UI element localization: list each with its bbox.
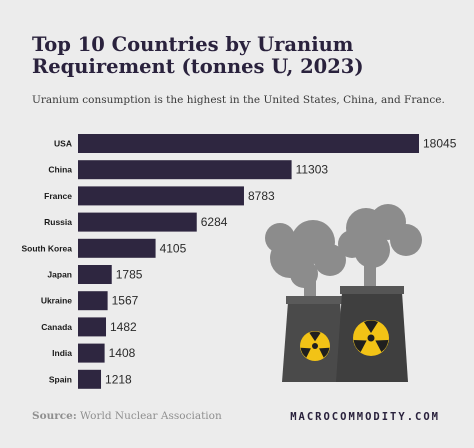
bar bbox=[78, 265, 112, 284]
source-text: World Nuclear Association bbox=[80, 410, 222, 422]
category-label: USA bbox=[54, 139, 72, 149]
bar bbox=[78, 160, 292, 180]
value-label: 1408 bbox=[109, 346, 136, 360]
category-label: Japan bbox=[47, 270, 72, 280]
radiation-icon bbox=[353, 320, 389, 356]
value-label: 1785 bbox=[116, 268, 143, 282]
source-label: Source: bbox=[32, 410, 77, 422]
brand-link[interactable]: MACROCOMMODITY.COM bbox=[290, 411, 440, 423]
bar bbox=[78, 238, 156, 258]
bar-chart: USA 18045 China 11303 France 8783 Russia 6284 So… bbox=[21, 134, 457, 389]
bar bbox=[78, 212, 197, 232]
bar bbox=[78, 369, 102, 389]
radiation-icon bbox=[300, 331, 330, 361]
category-label: France bbox=[44, 191, 72, 201]
bar bbox=[78, 343, 105, 363]
chart-subtitle: Uranium consumption is the highest in th… bbox=[32, 94, 445, 106]
bar bbox=[78, 317, 107, 337]
value-label: 6284 bbox=[201, 215, 228, 229]
smoke-icon bbox=[265, 204, 422, 300]
category-label: Spain bbox=[49, 374, 72, 384]
bar bbox=[78, 186, 244, 206]
category-label: Canada bbox=[41, 322, 72, 332]
category-label: India bbox=[52, 348, 72, 358]
bar bbox=[78, 134, 419, 153]
value-label: 1567 bbox=[112, 294, 139, 308]
category-label: Russia bbox=[44, 217, 72, 227]
value-label: 8783 bbox=[248, 189, 275, 203]
value-label: 18045 bbox=[423, 137, 457, 151]
value-label: 1482 bbox=[110, 320, 137, 334]
category-label: China bbox=[48, 165, 72, 175]
nuclear-power-plant-icon bbox=[265, 204, 422, 382]
category-label: Ukraine bbox=[41, 296, 72, 306]
value-label: 4105 bbox=[160, 241, 187, 255]
category-label: South Korea bbox=[21, 243, 72, 253]
chart-title: Top 10 Countries by Uranium Requirement … bbox=[32, 33, 364, 78]
source-note: Source: World Nuclear Association bbox=[32, 410, 222, 422]
bar bbox=[78, 291, 108, 311]
value-label: 11303 bbox=[296, 163, 329, 177]
value-label: 1218 bbox=[105, 372, 132, 386]
